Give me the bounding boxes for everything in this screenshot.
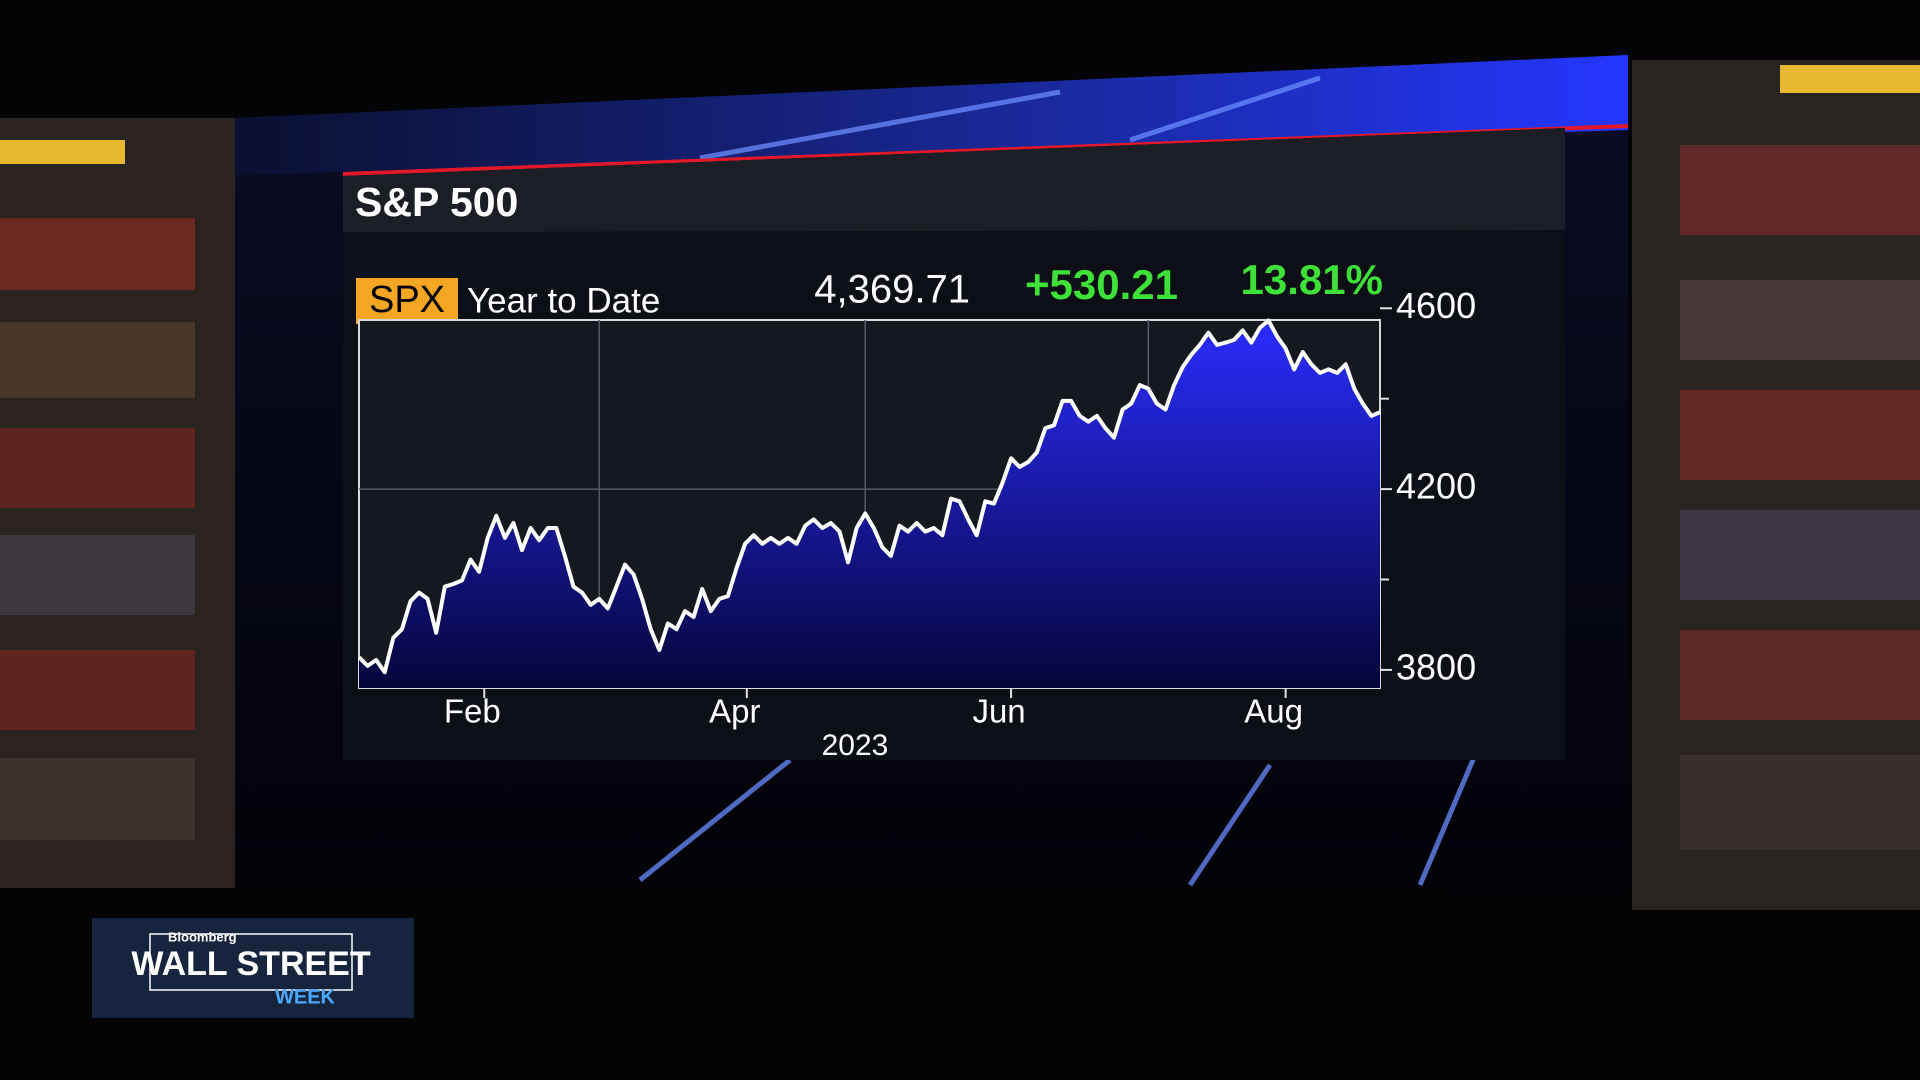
brand: Bloomberg (168, 929, 237, 944)
x-tick-label: Aug (1244, 693, 1303, 730)
y-tick-label: 3800 (1396, 646, 1476, 687)
shelf-books (0, 65, 1920, 850)
show-logo-frame (149, 933, 353, 991)
plot: 3800 4200 4600 Feb Apr Jun Aug (357, 285, 1476, 730)
price-line (357, 318, 1381, 675)
last-price: 4,369.71 (814, 268, 970, 312)
ticker-box (356, 278, 458, 324)
x-tick-label: Apr (709, 693, 760, 730)
year-label: 2023 (822, 729, 889, 762)
y-tick-label: 4600 (1396, 285, 1476, 326)
x-tick-label: Feb (444, 693, 501, 730)
red-rule (343, 124, 1628, 176)
pct-change: 13.81% (1241, 256, 1383, 303)
title-band (343, 128, 1565, 232)
show-sub: WEEK (275, 986, 336, 1008)
ticker: SPX (369, 279, 445, 321)
period-label: Year to Date (467, 281, 660, 320)
chart-title: S&P 500 (355, 179, 518, 225)
net-change: +530.21 (1025, 261, 1178, 308)
y-tick-label: 4200 (1396, 466, 1476, 507)
show-name: WALL STREET (131, 945, 370, 983)
x-tick-label: Jun (972, 693, 1025, 730)
light-streaks (638, 75, 1478, 887)
